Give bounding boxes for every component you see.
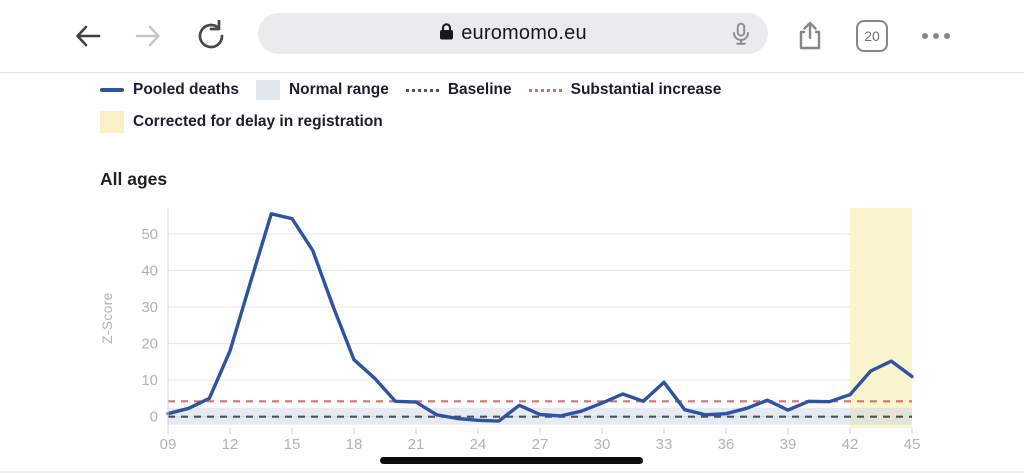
legend-item-pooled-deaths: Pooled deaths <box>100 81 239 99</box>
three-dots-icon <box>918 33 954 55</box>
svg-text:50: 50 <box>141 226 158 243</box>
back-arrow-icon <box>72 25 104 55</box>
svg-text:33: 33 <box>656 436 673 453</box>
svg-text:Z-Score: Z-Score <box>100 292 115 344</box>
forward-button[interactable] <box>132 20 164 52</box>
substantial-increase-swatch <box>528 88 562 92</box>
legend-label: Normal range <box>288 81 389 98</box>
tab-switcher-button[interactable]: 20 <box>856 20 888 52</box>
svg-text:0: 0 <box>150 409 158 426</box>
back-button[interactable] <box>72 20 104 52</box>
svg-text:18: 18 <box>346 436 363 453</box>
reload-button[interactable] <box>195 19 227 55</box>
forward-arrow-icon <box>132 25 164 55</box>
svg-text:12: 12 <box>222 436 239 453</box>
menu-button[interactable] <box>918 20 950 52</box>
normal-range-swatch <box>255 80 280 100</box>
legend-item-substantial-increase: Substantial increase <box>528 81 722 99</box>
reload-icon <box>195 19 227 55</box>
svg-text:30: 30 <box>594 436 611 453</box>
legend-item-corrected-delay: Corrected for delay in registration <box>100 111 383 133</box>
svg-text:30: 30 <box>141 299 158 316</box>
legend-label: Corrected for delay in registration <box>133 113 383 130</box>
svg-text:10: 10 <box>141 372 158 389</box>
tab-count: 20 <box>864 27 880 44</box>
svg-text:24: 24 <box>470 436 487 453</box>
legend-label: Baseline <box>447 81 512 98</box>
toolbar-divider <box>0 72 1024 73</box>
browser-toolbar: euromomo.eu 20 <box>0 0 1024 72</box>
chart-title: All ages <box>100 169 168 189</box>
url-text: euromomo.eu <box>461 22 587 44</box>
svg-text:20: 20 <box>141 336 158 353</box>
baseline-swatch <box>405 88 439 92</box>
svg-text:40: 40 <box>141 262 158 279</box>
svg-text:09: 09 <box>160 436 177 453</box>
legend-item-baseline: Baseline <box>405 81 512 99</box>
svg-text:45: 45 <box>904 436 921 453</box>
svg-text:36: 36 <box>718 436 735 453</box>
svg-text:15: 15 <box>284 436 301 453</box>
svg-text:27: 27 <box>532 436 549 453</box>
address-bar[interactable]: euromomo.eu <box>258 13 768 54</box>
corrected-delay-swatch <box>100 111 124 133</box>
pooled-deaths-swatch <box>100 88 124 92</box>
svg-text:39: 39 <box>780 436 797 453</box>
voice-search-icon[interactable] <box>728 21 754 52</box>
share-icon <box>794 21 826 55</box>
home-indicator[interactable] <box>380 457 643 464</box>
share-button[interactable] <box>794 20 826 52</box>
chart-legend: Pooled deaths Normal range Baseline Subs… <box>100 79 738 133</box>
legend-label: Substantial increase <box>570 81 722 98</box>
legend-label: Pooled deaths <box>133 81 239 98</box>
svg-text:42: 42 <box>842 436 859 453</box>
lock-icon <box>439 22 454 45</box>
svg-text:21: 21 <box>408 436 425 453</box>
legend-item-normal-range: Normal range <box>255 80 389 100</box>
